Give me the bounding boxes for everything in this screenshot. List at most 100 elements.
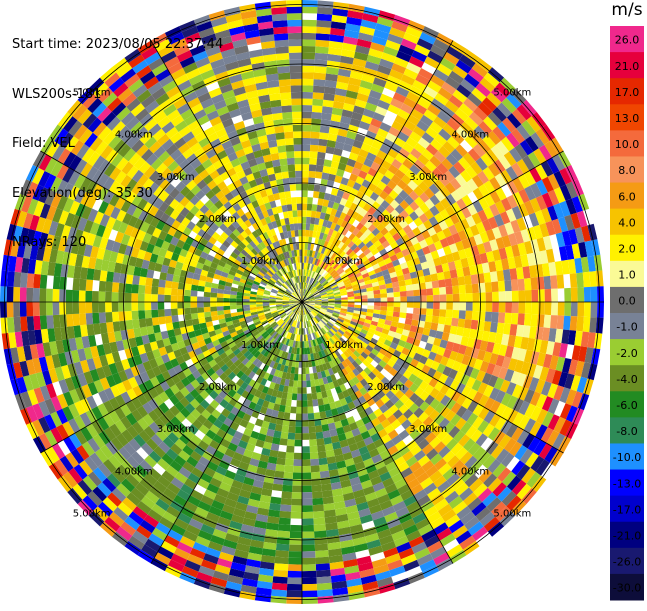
- velocity-cell: [440, 294, 447, 302]
- velocity-cell: [20, 302, 27, 317]
- velocity-cell: [296, 407, 302, 414]
- velocity-cell: [302, 499, 313, 506]
- velocity-cell: [105, 292, 112, 302]
- velocity-cell: [165, 280, 172, 288]
- velocity-cell: [275, 424, 283, 432]
- velocity-cell: [289, 538, 302, 545]
- velocity-cell: [316, 432, 324, 439]
- velocity-cell: [284, 412, 291, 419]
- velocity-cell: [381, 302, 388, 307]
- velocity-cell: [413, 290, 420, 297]
- velocity-cell: [320, 185, 327, 193]
- velocity-cell: [310, 446, 318, 453]
- velocity-cell: [287, 577, 302, 584]
- velocity-cell: [484, 321, 492, 332]
- velocity-cell: [317, 445, 326, 453]
- velocity-cell: [294, 440, 302, 447]
- velocity-cell: [284, 472, 294, 479]
- velocity-cell: [302, 79, 314, 86]
- velocity-cell: [320, 126, 330, 134]
- velocity-cell: [309, 426, 316, 433]
- velocity-cell: [184, 302, 191, 308]
- velocity-cell: [126, 274, 134, 284]
- velocity-cell: [437, 324, 445, 332]
- velocity-cell: [302, 85, 313, 92]
- velocity-cell: [302, 414, 308, 421]
- velocity-cell: [288, 564, 302, 571]
- velocity-cell: [302, 158, 310, 165]
- velocity-cell: [314, 531, 327, 539]
- velocity-cell: [302, 466, 311, 473]
- velocity-cell: [490, 271, 498, 282]
- velocity-cell: [312, 204, 318, 211]
- velocity-cell: [93, 323, 101, 335]
- velocity-cell: [279, 438, 287, 445]
- velocity-cell: [145, 318, 153, 327]
- velocity-cell: [504, 313, 511, 324]
- velocity-cell: [465, 284, 472, 293]
- velocity-cell: [544, 315, 552, 328]
- velocity-cell: [321, 484, 332, 492]
- velocity-cell: [312, 112, 322, 119]
- velocity-cell: [302, 558, 316, 565]
- velocity-cell: [452, 286, 459, 295]
- velocity-cell: [92, 313, 99, 324]
- velocity-cell: [86, 313, 94, 325]
- velocity-cell: [152, 317, 160, 326]
- velocity-cell: [318, 145, 327, 153]
- velocity-cell: [538, 289, 545, 302]
- velocity-cell: [310, 138, 319, 145]
- velocity-cell: [217, 293, 224, 298]
- velocity-cell: [302, 236, 305, 243]
- velocity-cell: [316, 27, 331, 35]
- velocity-cell: [314, 524, 326, 532]
- velocity-cell: [243, 299, 250, 302]
- velocity-cell: [459, 310, 466, 319]
- velocity-cell: [100, 323, 108, 334]
- velocity-cell: [302, 138, 311, 145]
- velocity-cell: [7, 302, 14, 318]
- velocity-cell: [374, 302, 381, 306]
- velocity-cell: [484, 272, 492, 283]
- velocity-cell: [464, 319, 472, 329]
- velocity-cell: [550, 315, 558, 329]
- velocity-cell: [151, 310, 158, 318]
- velocity-cell: [414, 296, 421, 302]
- velocity-cell: [412, 314, 419, 321]
- velocity-cell: [99, 312, 106, 323]
- velocity-cell: [309, 164, 317, 171]
- velocity-cell: [204, 307, 211, 313]
- velocity-cell: [380, 293, 387, 298]
- velocity-cell: [315, 557, 329, 565]
- velocity-cell: [315, 544, 328, 552]
- velocity-cell: [312, 393, 318, 400]
- velocity-cell: [316, 20, 331, 28]
- velocity-cell: [305, 230, 309, 237]
- velocity-cell: [318, 0, 334, 8]
- velocity-cell: [439, 309, 446, 317]
- velocity-cell: [317, 14, 332, 22]
- velocity-cell: [92, 302, 99, 313]
- velocity-cell: [132, 319, 140, 329]
- velocity-cell: [583, 317, 591, 332]
- velocity-cell: [316, 570, 331, 578]
- velocity-cell: [191, 313, 198, 320]
- velocity-cell: [144, 294, 151, 302]
- velocity-cell: [302, 243, 305, 250]
- velocity-cell: [217, 298, 224, 303]
- velocity-cell: [53, 302, 60, 315]
- velocity-cell: [563, 316, 571, 330]
- velocity-cell: [537, 314, 545, 327]
- velocity-cell: [348, 302, 355, 305]
- velocity-cell: [99, 291, 106, 302]
- velocity-cell: [272, 437, 280, 445]
- velocity-cell: [407, 296, 414, 302]
- velocity-cell: [374, 294, 381, 298]
- velocity-cell: [591, 302, 598, 318]
- velocity-cell: [184, 290, 191, 297]
- velocity-cell: [316, 563, 330, 571]
- velocity-cell: [0, 286, 7, 302]
- velocity-cell: [302, 394, 307, 401]
- velocity-cell: [144, 302, 151, 310]
- velocity-cell: [583, 272, 591, 287]
